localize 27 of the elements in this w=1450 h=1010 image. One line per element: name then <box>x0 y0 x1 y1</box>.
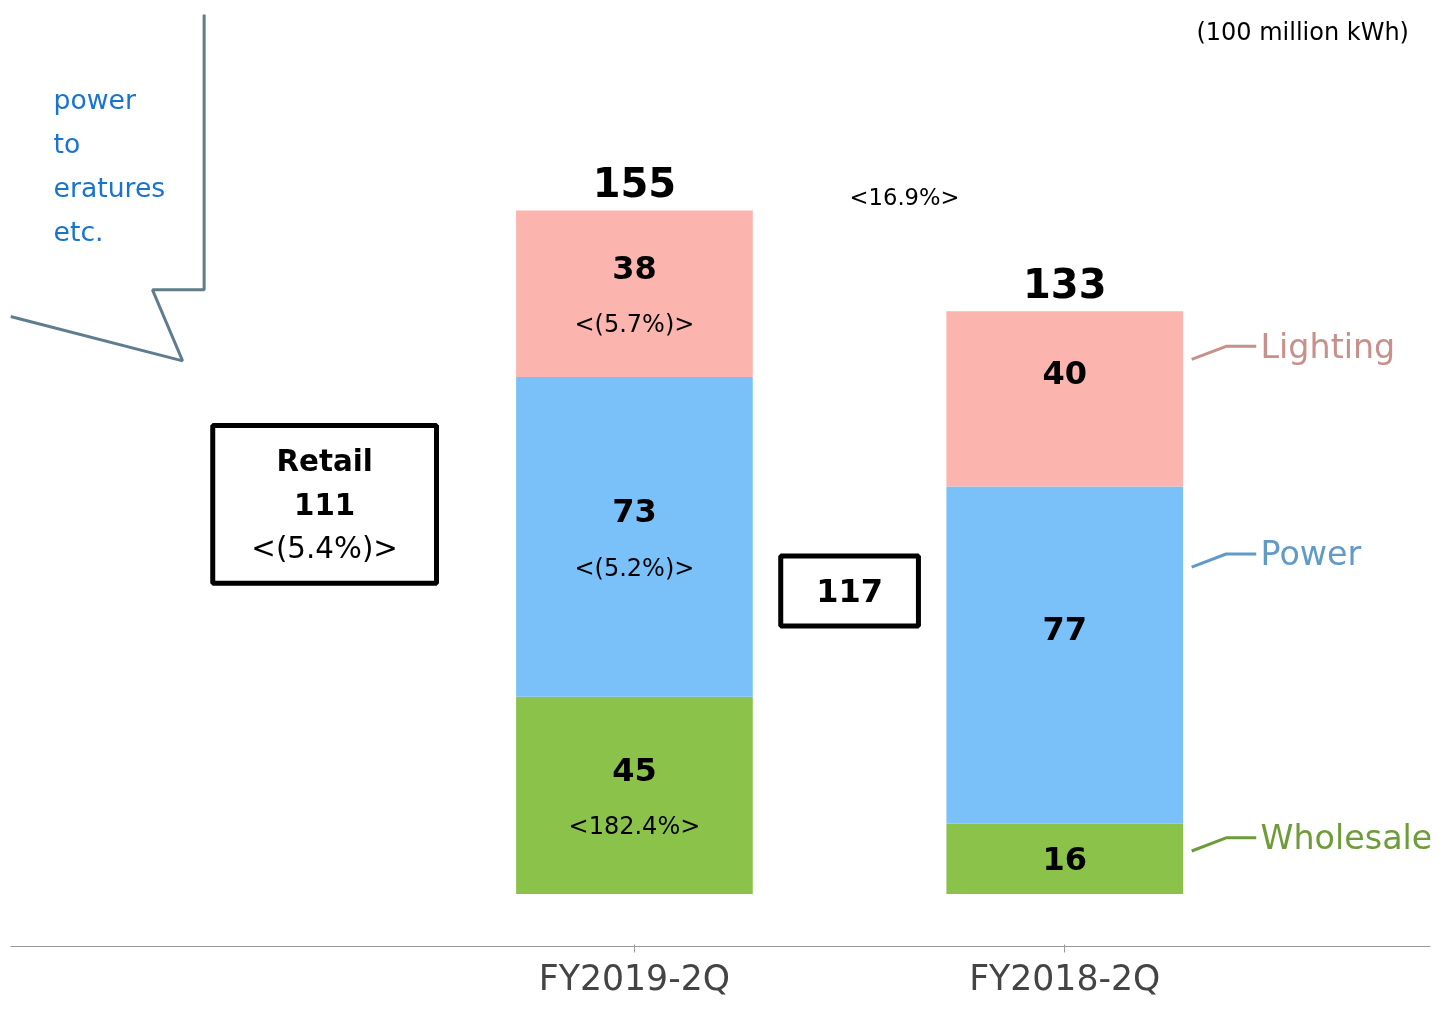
text: Power <box>1260 534 1362 574</box>
text: Retail 111 <(5.4%)> <box>251 443 398 566</box>
data-label: 73 <box>612 492 657 531</box>
bar <box>516 210 753 377</box>
text: power to eratures etc. <box>53 84 166 247</box>
text: <16.9%> <box>849 184 960 211</box>
annotation: <(5.2%)> <box>574 553 695 582</box>
annotation: <182.4%> <box>568 812 701 841</box>
total-label: 133 <box>1022 261 1107 308</box>
text: (100 million kWh) <box>1196 18 1409 47</box>
annotation: <(5.7%)> <box>574 310 695 339</box>
data-label: 16 <box>1042 840 1088 879</box>
data-label: 77 <box>1042 610 1088 649</box>
bar <box>516 696 753 894</box>
total-label: 155 <box>592 160 677 207</box>
bar <box>516 376 753 697</box>
bar <box>946 486 1184 824</box>
x-tick-label: FY2018-2Q <box>969 957 1161 998</box>
bar <box>946 823 1184 894</box>
data-label: 45 <box>612 750 657 789</box>
text: Wholesale <box>1260 818 1433 858</box>
bar <box>946 311 1184 487</box>
annotation: 117 <box>816 572 883 611</box>
data-label: 38 <box>612 248 657 287</box>
data-label: 40 <box>1042 354 1088 393</box>
x-tick-label: FY2019-2Q <box>538 957 731 998</box>
text: Lighting <box>1260 326 1396 366</box>
